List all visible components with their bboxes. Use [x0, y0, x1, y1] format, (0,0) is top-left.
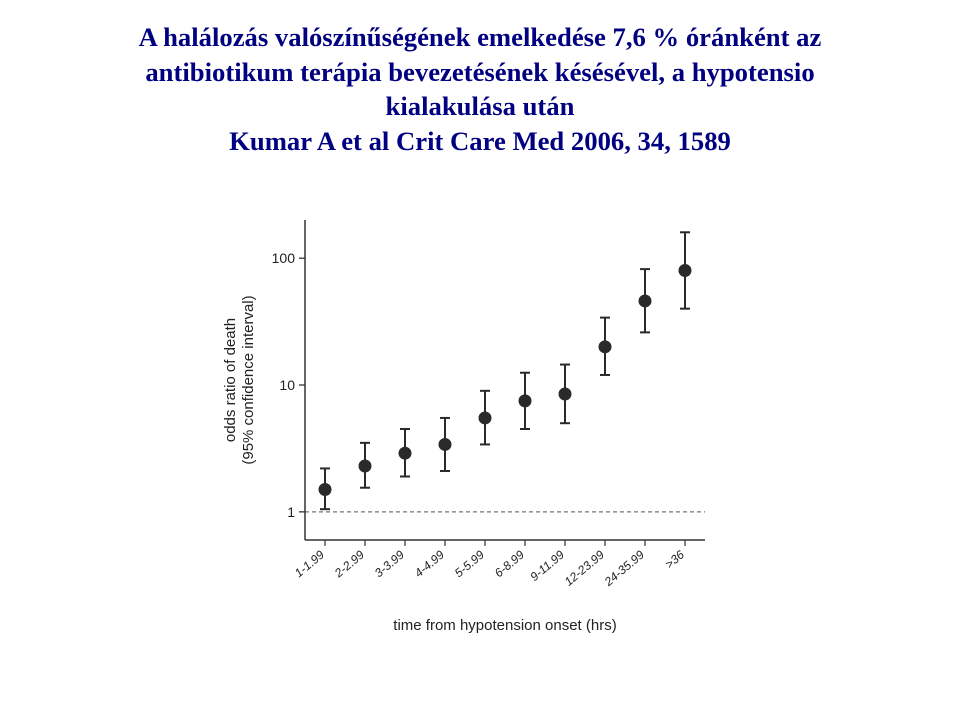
title-block: A halálozás valószínűségének emelkedése … [40, 20, 920, 159]
svg-text:10: 10 [279, 377, 295, 393]
chart-svg: 1 10 100 odds ratio of death(95% confidence… [200, 200, 760, 660]
svg-text:100: 100 [272, 250, 296, 266]
svg-text:odds ratio of death: odds ratio of death [222, 318, 239, 442]
slide-page: A halálozás valószínűségének emelkedése … [0, 0, 960, 720]
svg-text:(95% confidence interval): (95% confidence interval) [240, 295, 257, 464]
svg-text:1: 1 [287, 504, 295, 520]
odds-ratio-chart: 1 10 100 odds ratio of death(95% confidence… [200, 200, 760, 660]
title-line-3: kialakulása után [40, 89, 920, 124]
title-line-1: A halálozás valószínűségének emelkedése … [40, 20, 920, 55]
title-line-4: Kumar A et al Crit Care Med 2006, 34, 15… [40, 124, 920, 159]
title-line-2: antibiotikum terápia bevezetésének késés… [40, 55, 920, 90]
svg-text:time from hypotension onset (h: time from hypotension onset (hrs) [393, 617, 616, 634]
